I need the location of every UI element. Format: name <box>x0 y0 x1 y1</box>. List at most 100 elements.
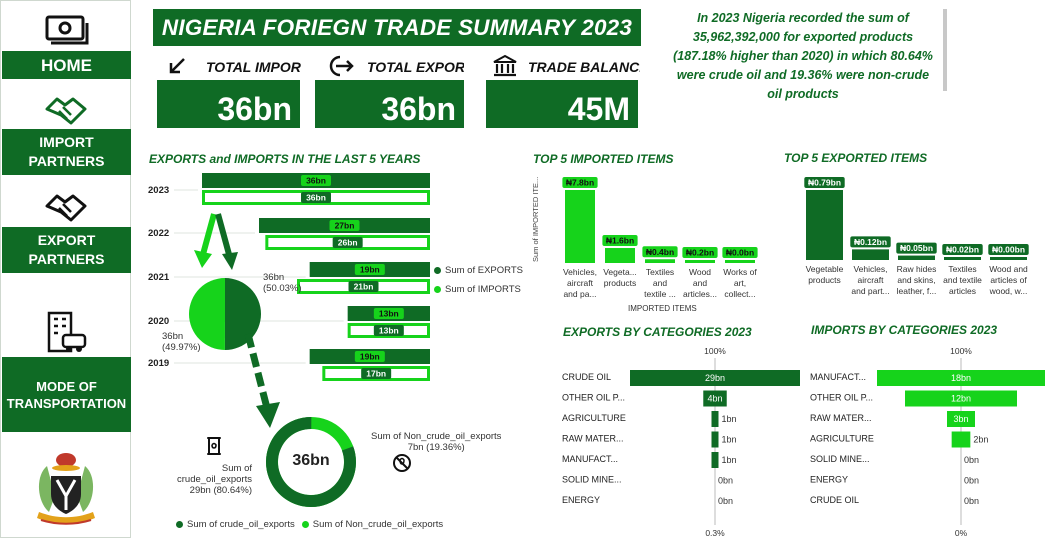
handshake-icon <box>45 97 87 125</box>
cat-label: OTHER OIL P... <box>562 393 625 403</box>
donut-center-label: 36bn <box>292 452 330 469</box>
top-exported-title: TOP 5 EXPORTED ITEMS <box>784 151 928 165</box>
import-value: 36bn <box>306 193 326 203</box>
legend-swatch <box>301 521 309 528</box>
import-partners-button[interactable]: IMPORT PARTNERS <box>2 129 131 175</box>
top-value-badge <box>896 242 937 254</box>
import-value: 26bn <box>338 238 358 248</box>
export-value: 19bn <box>360 352 380 362</box>
import-value: 13bn <box>379 326 399 336</box>
cat-value: 12bn <box>951 394 971 404</box>
donut-crude-label: Sum of crude_oil_exports 29bn (80.64%) <box>150 463 252 496</box>
top-category-label: Textiles <box>948 264 976 274</box>
top-category-label: Vegeta... <box>603 267 637 277</box>
cat-bar <box>947 411 975 427</box>
export-value-badge <box>373 308 404 319</box>
top-value-badge <box>722 247 758 258</box>
import-value-badge <box>361 368 392 379</box>
top-category-label: Wood and <box>989 264 1028 274</box>
exports-imports-chart: 2023 36bn 36bn 2022 27bn 26bn 2021 19bn 21bn 2020… <box>148 173 430 381</box>
legend-swatch <box>434 286 441 293</box>
top-value-badge <box>850 236 891 248</box>
home-button[interactable]: HOME <box>2 51 131 79</box>
top-value-badge <box>988 244 1029 255</box>
legend-text: Sum of EXPORTS <box>445 265 523 276</box>
top-category-label: products <box>808 275 841 285</box>
pie-imports-label: 36bn (49.97%) <box>162 331 201 353</box>
donut-crude-name: Sum of crude_oil_exports <box>177 463 252 485</box>
cat-value: 3bn <box>953 414 968 424</box>
cat-label: AGRICULTURE <box>562 413 626 423</box>
legend-imports: Sum of IMPORTS <box>434 284 521 295</box>
exports-imports-title: EXPORTS and IMPORTS IN THE LAST 5 YEARS <box>149 152 421 166</box>
cat-label: SOLID MINE... <box>810 454 870 464</box>
top-category-label: and pa... <box>563 289 596 299</box>
no-oil-icon <box>393 454 411 472</box>
top-category-label: articles of <box>990 275 1027 285</box>
export-partners-button[interactable]: EXPORT PARTNERS <box>2 227 131 273</box>
top-imported-y-label: Sum of IMPORTED ITE... <box>531 176 540 262</box>
top-value: ₦0.05bn <box>900 243 933 253</box>
top-category-label: Textiles <box>646 267 674 277</box>
exports-cat-chart: 100% CRUDE OIL 29bn OTHER OIL P... 4bn AGRICU… <box>562 346 800 538</box>
cat-bar <box>711 431 719 448</box>
export-value-badge <box>354 264 385 275</box>
top-value: ₦0.12bn <box>854 237 887 247</box>
year-label: 2022 <box>148 228 169 239</box>
export-value: 13bn <box>379 309 399 319</box>
top-category-label: collect... <box>724 289 755 299</box>
coat-of-arms <box>37 453 95 525</box>
cat-bar <box>711 452 719 468</box>
import-value-badge <box>373 325 404 336</box>
cat-value: 1bn <box>722 455 737 465</box>
cat-label: SOLID MINE... <box>562 475 622 485</box>
pie-slice-imports <box>189 278 225 350</box>
cat-top-label: 100% <box>704 346 726 356</box>
top-category-label: Vehicles, <box>563 267 597 277</box>
cat-bar <box>711 411 719 427</box>
pie-exports-pct: (50.03%) <box>263 283 302 294</box>
total-export-value: 36bn <box>315 80 464 128</box>
top-category-label: leather, f... <box>897 286 937 296</box>
top-category-label: and <box>693 278 707 288</box>
pie-chart-2021 <box>189 278 262 350</box>
trade-balance-label: TRADE BALANCE <box>528 59 640 75</box>
top-bar <box>898 255 935 260</box>
top-bar <box>645 259 675 263</box>
exports-cat-title: EXPORTS BY CATEGORIES 2023 <box>563 325 752 339</box>
page-title: NIGERIA FORIEGN TRADE SUMMARY 2023 <box>153 9 641 46</box>
cat-label: CRUDE OIL <box>562 372 611 382</box>
top-bar <box>944 257 981 260</box>
cat-bar <box>630 370 800 386</box>
top-bar <box>685 260 715 263</box>
summary-divider <box>943 9 947 91</box>
top-value: ₦7.8bn <box>566 178 594 188</box>
cat-value: 4bn <box>707 394 722 404</box>
top-category-label: aircraft <box>858 275 885 285</box>
top-category-label: Raw hides <box>897 264 937 274</box>
cat-value: 1bn <box>722 414 737 424</box>
donut-chart <box>266 417 356 507</box>
top-value-badge <box>804 177 845 188</box>
cat-bar <box>877 370 1045 386</box>
top-imported-x-label: IMPORTED ITEMS <box>628 304 697 313</box>
cat-label: OTHER OIL P... <box>810 393 873 403</box>
cat-top-label: 100% <box>950 346 972 356</box>
total-export-label: TOTAL EXPORT <box>367 59 464 75</box>
legend-swatch <box>176 521 183 528</box>
import-value-badge <box>301 192 331 203</box>
transport-button[interactable]: MODE OF TRANSPORTATION <box>2 357 131 432</box>
cat-bar <box>703 390 727 407</box>
cat-value: 2bn <box>973 435 988 445</box>
cat-label: RAW MATER... <box>562 434 624 444</box>
cat-label: ENERGY <box>810 475 848 485</box>
cat-label: RAW MATER... <box>810 413 872 423</box>
cat-label: MANUFACT... <box>810 372 866 382</box>
cat-label: MANUFACT... <box>562 454 618 464</box>
cat-value: 0bn <box>964 476 979 486</box>
top-category-label: Vehicles, <box>853 264 887 274</box>
cat-value: 0bn <box>964 455 979 465</box>
top-category-label: products <box>604 278 637 288</box>
